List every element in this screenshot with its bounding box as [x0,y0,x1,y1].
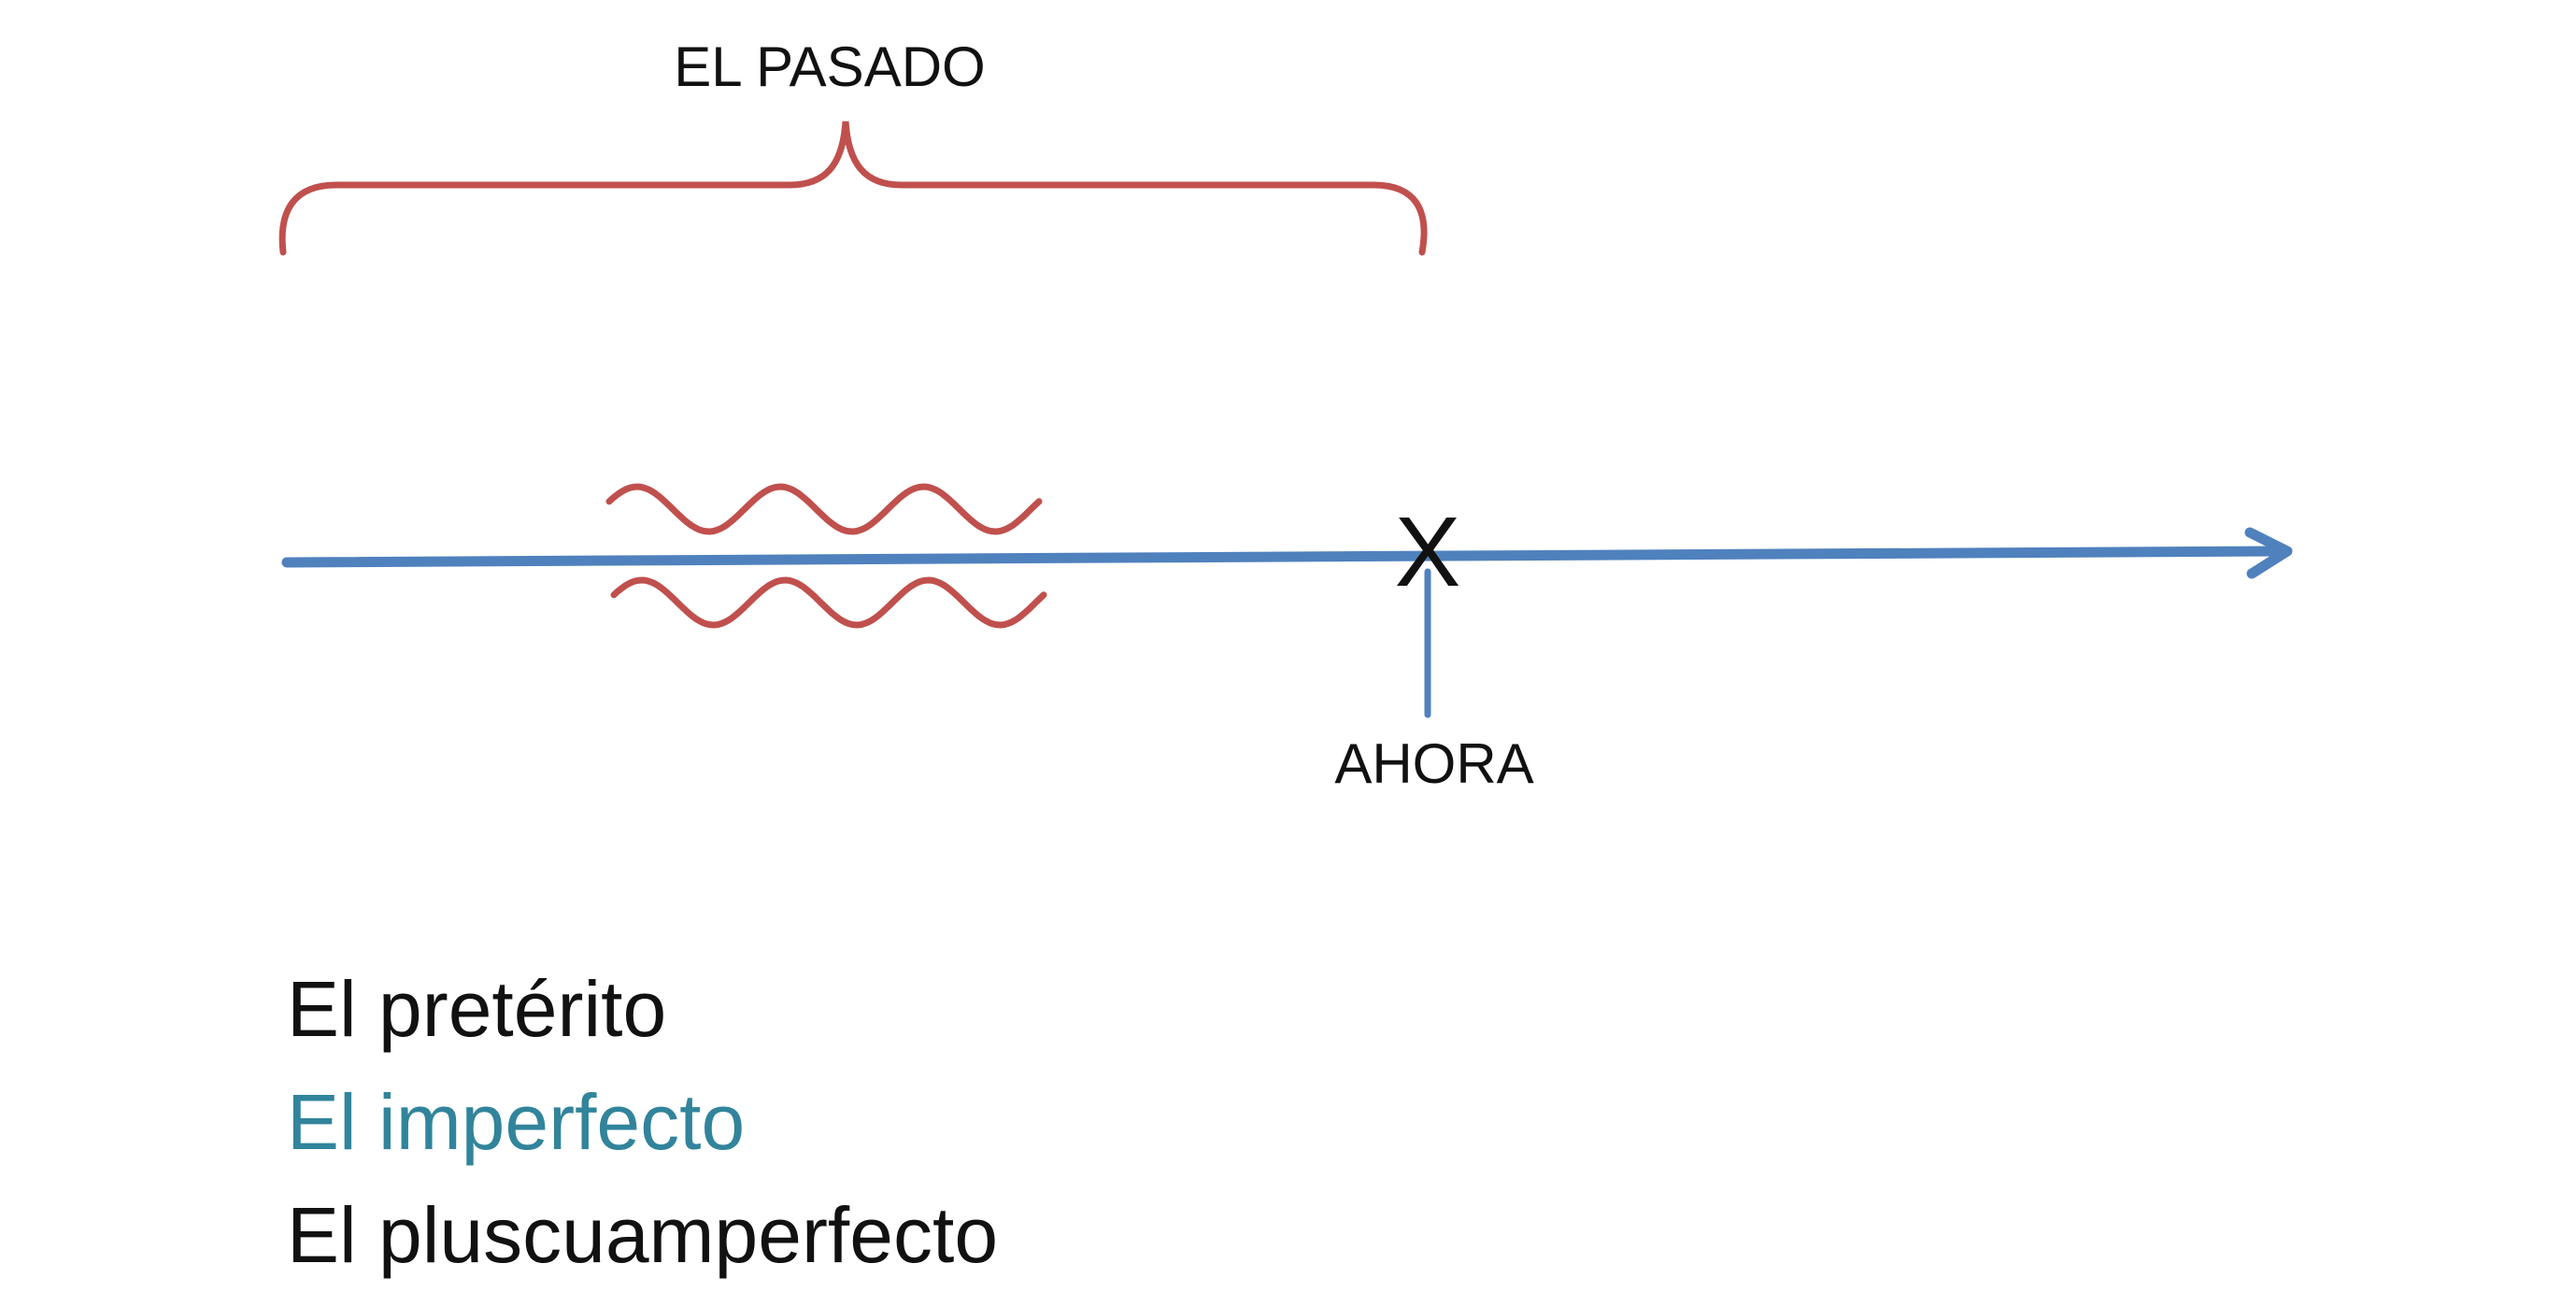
tense-imperfecto: El imperfecto [287,1078,746,1166]
tense-list: El pretérito El imperfecto El pluscuampe… [287,953,998,1292]
timeline-line [281,546,2290,568]
past-label: EL PASADO [674,35,985,98]
tense-preterito: El pretérito [287,965,667,1053]
now-marker: X [1395,497,1461,607]
tense-pluscuamperfecto: El pluscuamperfecto [287,1191,999,1279]
past-brace [278,121,1428,256]
now-label: AHORA [1334,732,1533,795]
timeline-arrowhead [2244,527,2293,579]
wave-top-line-render [605,483,1043,535]
wave-bottom-line-render [610,576,1047,629]
